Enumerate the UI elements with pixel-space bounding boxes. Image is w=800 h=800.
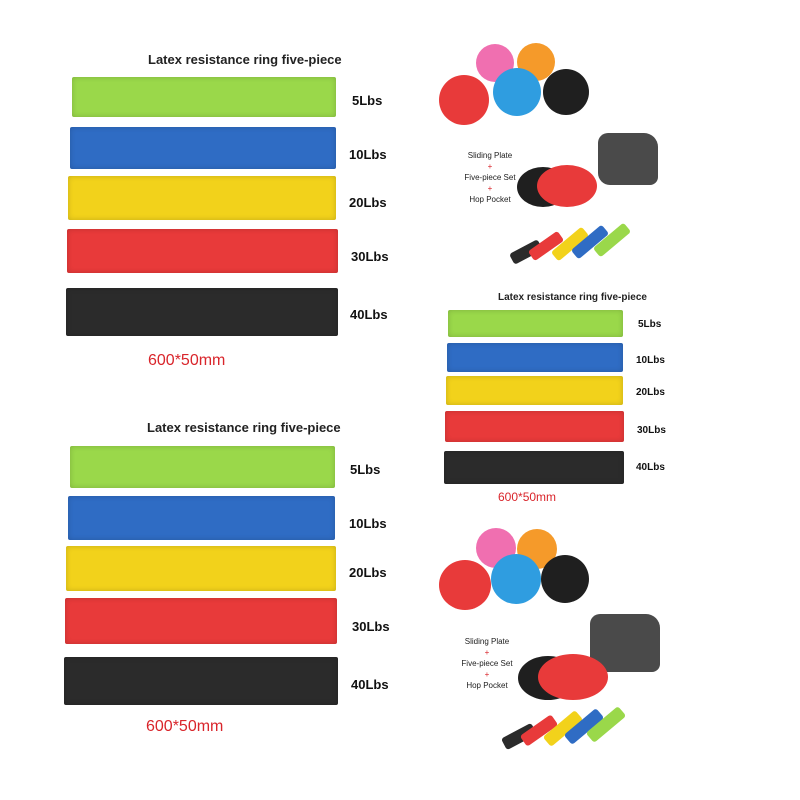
band-label-20lbs: 20Lbs bbox=[349, 565, 387, 580]
red-disc bbox=[538, 654, 608, 700]
band-label-10lbs: 10Lbs bbox=[349, 147, 387, 162]
panel-title: Latex resistance ring five-piece bbox=[148, 52, 342, 67]
band-20lbs bbox=[66, 546, 336, 591]
red-disc bbox=[439, 75, 489, 125]
combo-plus: + bbox=[487, 184, 493, 193]
red-disc bbox=[537, 165, 597, 207]
combo-plus: + bbox=[484, 670, 490, 679]
blue-disc bbox=[491, 554, 541, 604]
band-label-30lbs: 30Lbs bbox=[351, 249, 389, 264]
red-disc bbox=[439, 560, 491, 610]
band-label-20lbs: 20Lbs bbox=[349, 195, 387, 210]
band-40lbs bbox=[66, 288, 338, 336]
band-size: 600*50mm bbox=[146, 718, 224, 735]
band-20lbs bbox=[68, 176, 336, 220]
band-size: 600*50mm bbox=[148, 352, 226, 369]
band-size: 600*50mm bbox=[498, 490, 557, 504]
combo-line-hop-pocket: Hop Pocket bbox=[466, 681, 508, 690]
band-label-20lbs: 20Lbs bbox=[636, 387, 665, 398]
panel-title: Latex resistance ring five-piece bbox=[498, 292, 647, 303]
combo-line-five-piece: Five-piece Set bbox=[464, 173, 516, 182]
combo-line-five-piece: Five-piece Set bbox=[461, 659, 513, 668]
black-disc bbox=[541, 555, 589, 603]
band-5lbs bbox=[448, 310, 623, 337]
panel-title: Latex resistance ring five-piece bbox=[147, 420, 341, 435]
band-label-30lbs: 30Lbs bbox=[637, 425, 666, 436]
combo-line-hop-pocket: Hop Pocket bbox=[469, 195, 511, 204]
combo-caption: Sliding Plate + Five-piece Set + Hop Poc… bbox=[445, 150, 535, 205]
blue-disc bbox=[493, 68, 541, 116]
band-label-5lbs: 5Lbs bbox=[638, 319, 662, 330]
drawstring-pouch bbox=[590, 614, 660, 672]
band-label-30lbs: 30Lbs bbox=[352, 619, 390, 634]
band-20lbs bbox=[446, 376, 623, 405]
combo-line-sliding-plate: Sliding Plate bbox=[464, 637, 510, 646]
combo-caption: Sliding Plate + Five-piece Set + Hop Poc… bbox=[442, 636, 532, 691]
band-label-10lbs: 10Lbs bbox=[636, 355, 665, 366]
combo-line-sliding-plate: Sliding Plate bbox=[467, 151, 513, 160]
band-label-10lbs: 10Lbs bbox=[349, 516, 387, 531]
band-10lbs bbox=[447, 343, 623, 372]
band-label-40lbs: 40Lbs bbox=[350, 307, 388, 322]
drawstring-pouch bbox=[598, 133, 658, 185]
band-5lbs bbox=[70, 446, 335, 488]
combo-plus: + bbox=[484, 648, 490, 657]
band-40lbs bbox=[444, 451, 624, 484]
band-label-40lbs: 40Lbs bbox=[351, 677, 389, 692]
combo-plus: + bbox=[487, 162, 493, 171]
band-40lbs bbox=[64, 657, 338, 705]
band-10lbs bbox=[70, 127, 336, 169]
black-disc bbox=[543, 69, 589, 115]
band-10lbs bbox=[68, 496, 335, 540]
band-30lbs bbox=[67, 229, 338, 273]
band-30lbs bbox=[65, 598, 337, 644]
band-30lbs bbox=[445, 411, 624, 442]
band-label-5lbs: 5Lbs bbox=[350, 462, 381, 477]
band-label-40lbs: 40Lbs bbox=[636, 462, 665, 473]
band-5lbs bbox=[72, 77, 336, 117]
band-label-5lbs: 5Lbs bbox=[352, 93, 383, 108]
